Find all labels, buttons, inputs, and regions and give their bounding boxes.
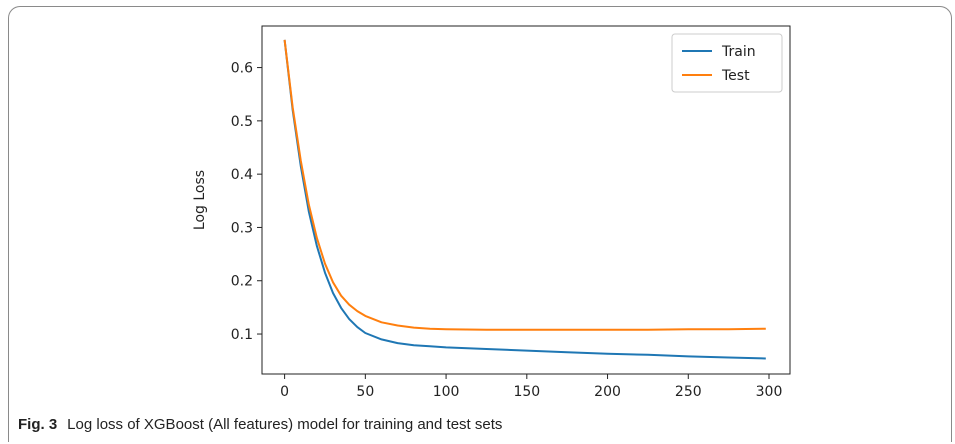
x-tick-label: 50 — [356, 384, 374, 400]
figure-label: Fig. 3 — [18, 416, 58, 433]
x-tick-label: 300 — [756, 384, 783, 400]
y-tick-label: 0.1 — [231, 327, 253, 343]
legend-label-train: Train — [721, 44, 756, 60]
x-tick-label: 200 — [594, 384, 621, 400]
y-tick-label: 0.4 — [231, 167, 253, 183]
y-tick-label: 0.2 — [231, 274, 253, 290]
y-tick-label: 0.5 — [231, 114, 253, 130]
figure-frame — [8, 6, 952, 442]
legend-label-test: Test — [721, 68, 750, 84]
x-tick-label: 250 — [675, 384, 702, 400]
series-line-test — [283, 39, 766, 331]
legend: Train Test — [671, 33, 783, 93]
y-tick-label: 0.3 — [231, 220, 253, 236]
x-tick-label: 0 — [280, 384, 289, 400]
caption-text: Log loss of XGBoost (All features) model… — [67, 416, 503, 433]
figure-caption: Fig. 3 Log loss of XGBoost (All features)… — [18, 416, 502, 433]
series-line-train — [283, 39, 766, 360]
legend-box — [671, 33, 783, 93]
y-axis-label: Log Loss — [192, 170, 208, 230]
y-tick-label: 0.6 — [231, 61, 253, 77]
plot-area: 0 50 100 150 200 250 300 0.1 0.2 0.3 0.4 0.5 0.6 — [231, 25, 791, 400]
x-tick-label: 100 — [433, 384, 460, 400]
x-tick-label: 150 — [513, 384, 540, 400]
axes-frame — [261, 25, 791, 375]
